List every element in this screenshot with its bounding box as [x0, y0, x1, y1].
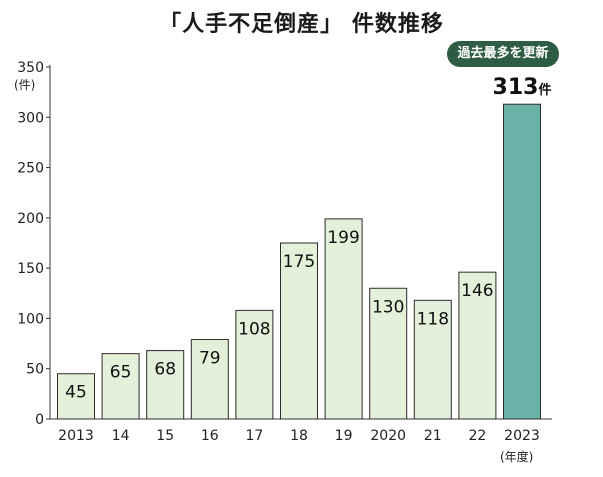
- data-label-2020: 130: [372, 297, 404, 317]
- x-tick-label-18: 18: [290, 428, 308, 444]
- bar-22: [458, 271, 497, 420]
- bar-19: [324, 218, 363, 420]
- data-label-19: 199: [327, 228, 359, 248]
- data-label-21: 118: [417, 309, 449, 329]
- data-label-2013: 45: [65, 383, 87, 403]
- x-tick-label-2013: 2013: [58, 428, 94, 444]
- record-high-badge: 過去最多を更新: [447, 41, 559, 67]
- bar-15: [146, 350, 185, 420]
- x-tick-label-2020: 2020: [370, 428, 406, 444]
- x-tick-label-19: 19: [335, 428, 353, 444]
- x-tick-label-17: 17: [245, 428, 263, 444]
- data-label-18: 175: [283, 252, 315, 272]
- data-label-16: 79: [199, 349, 221, 369]
- x-tick-label-2023: 2023: [504, 428, 540, 444]
- data-label-22: 146: [461, 281, 493, 301]
- bar-2020: [369, 287, 408, 420]
- y-tick-label-50: 50: [26, 362, 44, 378]
- y-axis-unit-label: (件): [14, 78, 36, 92]
- x-tick-label-22: 22: [468, 428, 486, 444]
- x-tick-label-21: 21: [424, 428, 442, 444]
- bar-2023: [503, 103, 541, 420]
- bar-21: [413, 299, 452, 420]
- data-label-17: 108: [238, 319, 270, 339]
- data-label-2023: 313件: [493, 75, 552, 100]
- y-tick-label-100: 100: [17, 311, 44, 327]
- y-tick-label-0: 0: [35, 412, 44, 428]
- y-tick-label-350: 350: [17, 60, 44, 76]
- y-tick-label-250: 250: [17, 161, 44, 177]
- bar-14: [101, 353, 140, 420]
- bar-16: [190, 339, 229, 420]
- x-axis-unit-label: (年度): [500, 450, 534, 464]
- bar-2013: [57, 373, 95, 420]
- data-label-15: 68: [154, 360, 176, 380]
- y-tick-label-300: 300: [17, 110, 44, 126]
- chart-title: 「人手不足倒産」 件数推移: [159, 12, 444, 37]
- bar-18: [280, 242, 318, 420]
- y-tick-label-200: 200: [17, 211, 44, 227]
- x-tick-label-15: 15: [156, 428, 174, 444]
- x-tick-label-16: 16: [201, 428, 219, 444]
- y-tick-label-150: 150: [17, 261, 44, 277]
- x-tick-label-14: 14: [112, 428, 130, 444]
- data-label-14: 65: [110, 363, 132, 383]
- bar-17: [235, 309, 274, 420]
